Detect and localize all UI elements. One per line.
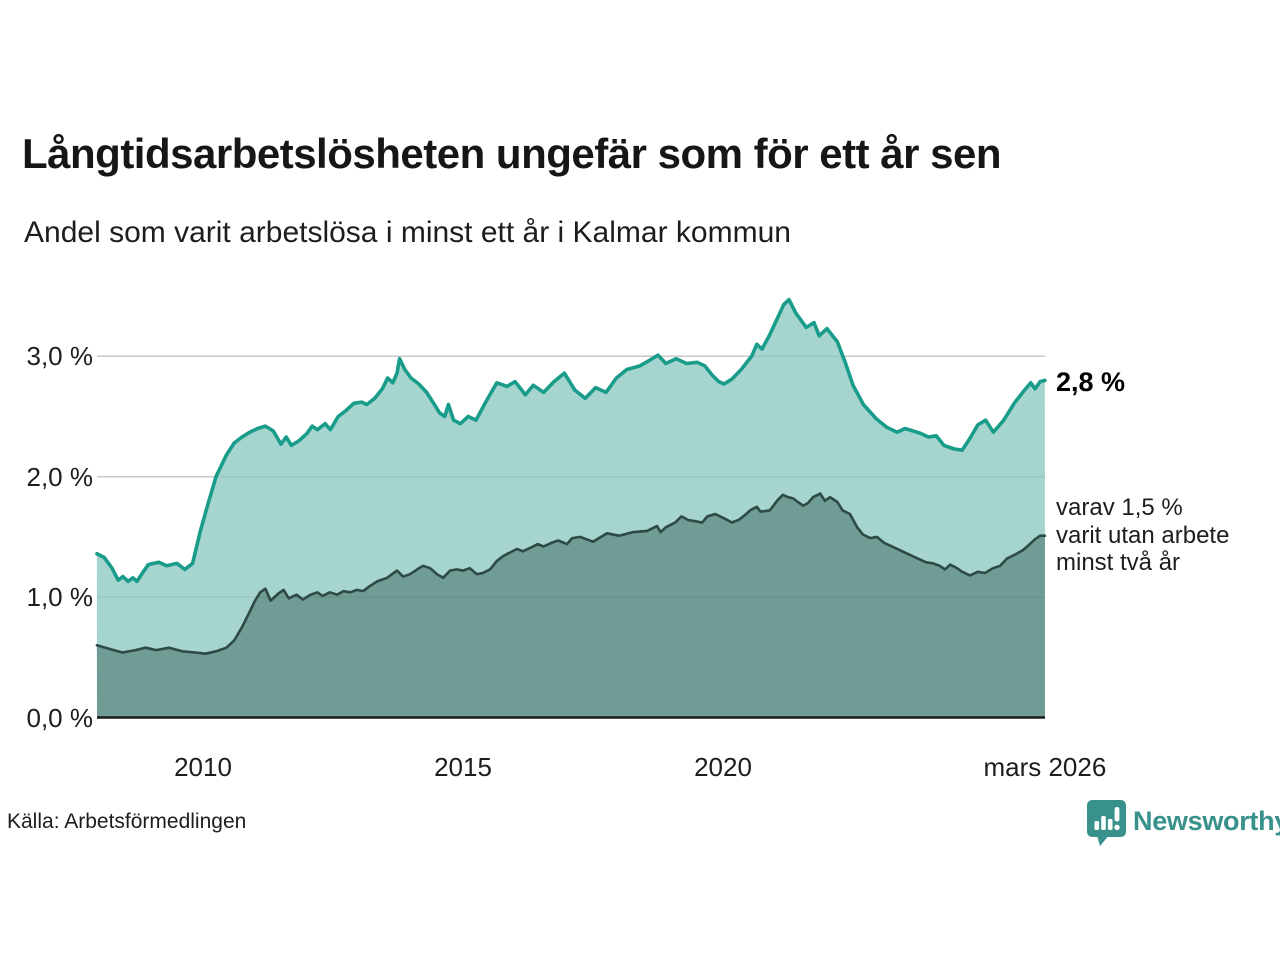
series-two-year-end-label-line3: minst två år xyxy=(1056,549,1181,576)
series-two-year-end-label-line2: varit utan arbete xyxy=(1056,521,1230,549)
series-two-year-end-label: varav 1,5 % varit utan arbete minst två … xyxy=(1056,494,1229,577)
newsworthy-logo: Newsworthy xyxy=(1086,799,1280,847)
series-two-year-area xyxy=(96,493,1045,718)
y-axis-label-2: 2,0 % xyxy=(26,461,94,492)
page-title: Långtidsarbetslösheten ungefär som för e… xyxy=(22,130,1002,177)
source-note: Källa: Arbetsförmedlingen xyxy=(7,810,247,833)
y-axis-label-0: 0,0 % xyxy=(26,702,94,733)
x-axis-label-2020: 2020 xyxy=(694,752,752,782)
x-axis-label-mars-2026: mars 2026 xyxy=(983,752,1107,782)
series-two-year-line xyxy=(95,492,1047,655)
chart-subtitle: Andel som varit arbetslösa i minst ett å… xyxy=(24,216,791,249)
y-axis-label-3: 3,0 % xyxy=(26,341,94,372)
x-axis-label-2015: 2015 xyxy=(434,752,492,782)
newsworthy-chart-bubble-icon xyxy=(1087,800,1126,846)
series-total-end-label: 2,8 % xyxy=(1056,367,1126,397)
series-two-year-end-label-line1: varav 1,5 % xyxy=(1056,494,1183,521)
series-total-line xyxy=(95,297,1047,584)
x-axis-label-2010: 2010 xyxy=(174,752,232,782)
y-axis-label-1: 1,0 % xyxy=(26,582,94,613)
newsworthy-wordmark: Newsworthy xyxy=(1133,806,1280,836)
